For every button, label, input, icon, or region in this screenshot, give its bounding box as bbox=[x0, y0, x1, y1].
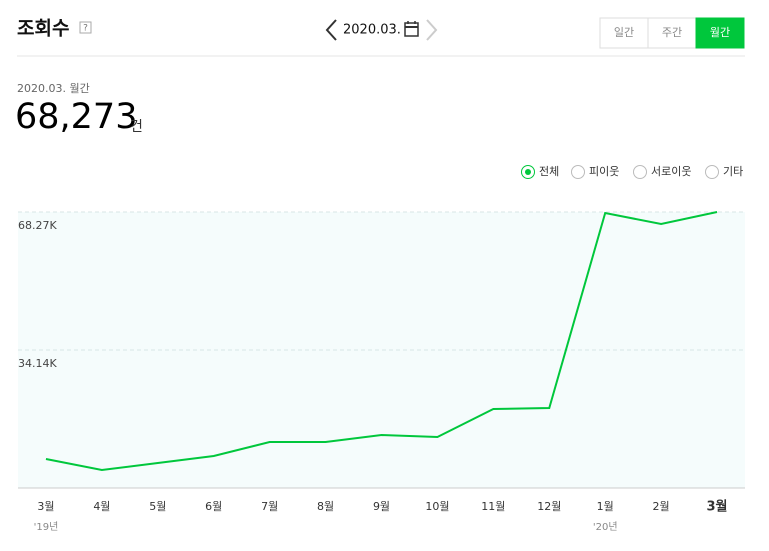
tab-label: 월간 bbox=[710, 26, 730, 39]
tab[interactable] bbox=[695, 17, 745, 49]
summary-unit: 건 bbox=[130, 119, 143, 135]
prev-arrow[interactable] bbox=[325, 19, 337, 41]
x-tick-label: 8월 bbox=[317, 500, 334, 513]
x-tick-label: 3월 bbox=[37, 500, 54, 513]
filter-label: 서로이웃 bbox=[651, 165, 691, 178]
calendar-icon[interactable] bbox=[404, 21, 419, 37]
radio-dot bbox=[525, 169, 531, 175]
x-tick-label: 9월 bbox=[373, 500, 390, 513]
y-tick-label: 68.27K bbox=[18, 219, 57, 232]
next-arrow[interactable] bbox=[426, 19, 438, 41]
filters: 전체 피이웃 서로이웃 기타 bbox=[521, 165, 743, 179]
filter-label: 피이웃 bbox=[589, 165, 619, 178]
x-tick-label: 3월 bbox=[707, 499, 728, 515]
tabs: 일간 주간 월간 bbox=[599, 17, 745, 49]
radio[interactable] bbox=[633, 165, 647, 179]
x-tick-label: 5월 bbox=[149, 500, 166, 513]
help-text: ? bbox=[83, 24, 88, 34]
x-tick-label: 6월 bbox=[205, 500, 222, 513]
x-tick-label: 12월 bbox=[537, 500, 561, 513]
x-tick-label: 10월 bbox=[425, 500, 449, 513]
line bbox=[45, 211, 718, 472]
summary-period: 2020.03. 월간 bbox=[17, 82, 90, 95]
x-tick-label: 11월 bbox=[481, 500, 505, 513]
filter-label: 기타 bbox=[723, 165, 743, 178]
x-tick-label: 1월 bbox=[597, 500, 614, 513]
radio[interactable] bbox=[571, 165, 585, 179]
date: 2020.03. bbox=[343, 23, 401, 38]
summary-value: 68,273 bbox=[15, 97, 137, 137]
tab-label: 일간 bbox=[614, 25, 634, 39]
tab-label: 주간 bbox=[662, 26, 682, 39]
year-label: '19년 bbox=[34, 521, 59, 533]
chart: 34.14K 68.27K 3월 '19년 4월 5월 6월 7월 8월 9월 10월 11월 12월 1… bbox=[18, 211, 745, 533]
year-label: '20년 bbox=[593, 521, 618, 533]
filter-label: 전체 bbox=[539, 165, 559, 178]
tab[interactable] bbox=[599, 17, 649, 49]
radio[interactable] bbox=[705, 165, 719, 179]
x-tick-label: 4월 bbox=[93, 500, 110, 513]
x-tick-label: 2월 bbox=[653, 500, 670, 513]
title: 조회수 bbox=[17, 18, 69, 40]
y-tick-label: 34.14K bbox=[18, 357, 57, 370]
help-icon[interactable] bbox=[79, 21, 92, 34]
x-tick-label: 7월 bbox=[261, 500, 278, 513]
